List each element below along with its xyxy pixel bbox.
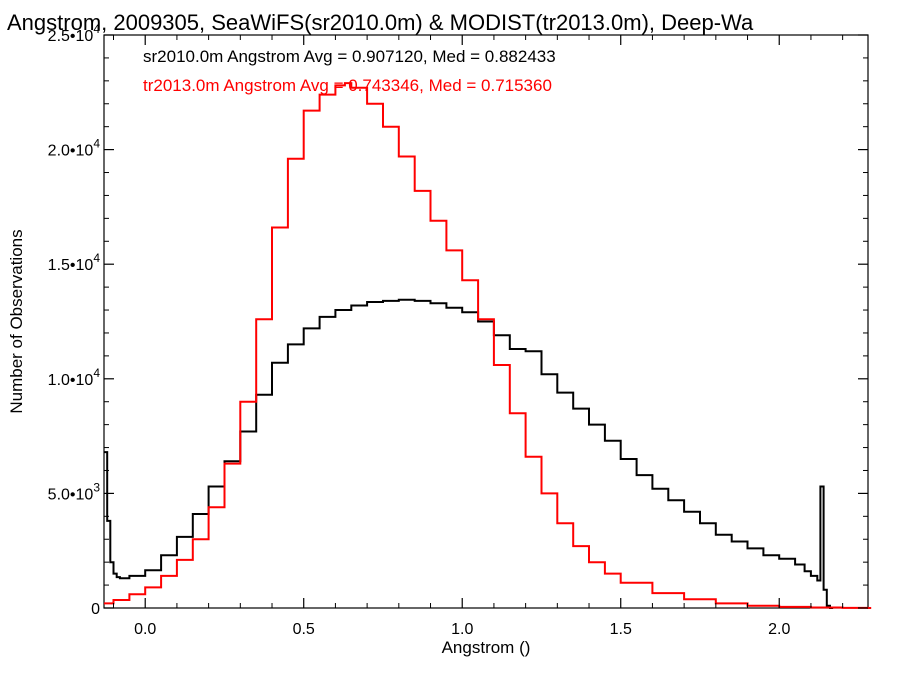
plot-area <box>103 34 869 609</box>
annotation-1: sr2010.0m Angstrom Avg = 0.907120, Med =… <box>143 47 556 66</box>
y-axis: 0 5.0•103 1.0•104 1.5•104 2.0•104 2.5•104 <box>48 22 868 618</box>
series-line-2 <box>104 82 872 609</box>
x-tick-label: 1.0 <box>451 621 473 638</box>
y-tick-label: 1.0•104 <box>48 366 101 389</box>
x-tick-label: 0.0 <box>134 621 156 638</box>
y-axis-label: Number of Observations <box>7 229 26 413</box>
chart-title: Angstrom, 2009305, SeaWiFS(sr2010.0m) & … <box>7 10 754 35</box>
y-tick-label: 5.0•103 <box>48 480 101 503</box>
annotation-2: tr2013.0m Angstrom Avg = 0.743346, Med =… <box>143 76 552 95</box>
x-axis: 0.0 0.5 1.0 1.5 2.0 <box>113 35 844 638</box>
y-tick-label: 0 <box>91 601 100 618</box>
x-tick-label: 2.0 <box>768 621 790 638</box>
plot-frame <box>103 34 869 609</box>
x-axis-label: Angstrom () <box>442 638 531 657</box>
x-tick-label: 0.5 <box>293 621 315 638</box>
y-tick-label: 2.5•104 <box>48 22 101 45</box>
series-layer <box>104 82 872 609</box>
series-line-1 <box>104 298 834 609</box>
y-tick-label: 2.0•104 <box>48 137 101 160</box>
y-tick-label: 1.5•104 <box>48 251 101 274</box>
annotations: sr2010.0m Angstrom Avg = 0.907120, Med =… <box>143 47 556 95</box>
x-tick-label: 1.5 <box>610 621 632 638</box>
